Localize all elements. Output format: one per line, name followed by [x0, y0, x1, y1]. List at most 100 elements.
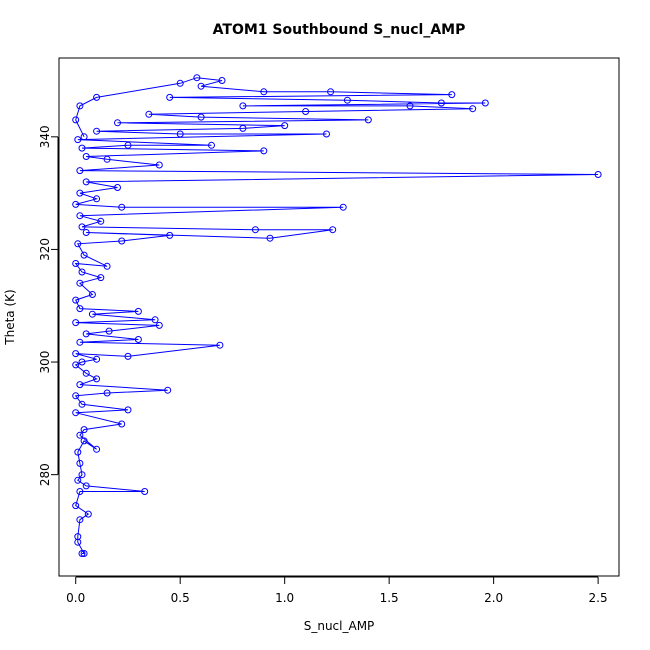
- data-point: [76, 212, 84, 220]
- data-point: [166, 231, 174, 239]
- data-point: [76, 488, 84, 495]
- data-point: [364, 116, 372, 124]
- data-point: [103, 389, 111, 397]
- x-axis-label: S_nucl_AMP: [304, 619, 375, 633]
- data-point: [134, 336, 142, 343]
- data-point: [323, 130, 330, 138]
- data-point: [78, 268, 86, 276]
- data-point: [114, 184, 121, 191]
- data-point: [155, 161, 163, 169]
- data-point: [118, 237, 126, 245]
- chart-title: ATOM1 Southbound S_nucl_AMP: [213, 22, 466, 38]
- series-line: [74, 77, 599, 554]
- data-point: [72, 409, 80, 417]
- data-point: [78, 550, 86, 557]
- data-point: [166, 93, 174, 101]
- data-point: [406, 102, 414, 110]
- data-point: [594, 171, 602, 178]
- data-point: [84, 510, 92, 518]
- data-point: [74, 136, 82, 144]
- x-axis: 0.0 0.5 1.0 1.5 2.0 2.5: [66, 576, 608, 605]
- data-point: [76, 102, 84, 110]
- x-tick-label: 1.5: [380, 591, 399, 605]
- data-point: [97, 217, 105, 225]
- data-point: [266, 234, 274, 242]
- data-point: [93, 445, 101, 453]
- data-point: [93, 375, 101, 383]
- data-point: [72, 319, 80, 327]
- data-point: [197, 82, 205, 90]
- data-point: [239, 124, 247, 132]
- data-point: [164, 386, 172, 394]
- data-point: [72, 260, 80, 267]
- data-point: [88, 291, 96, 298]
- data-point: [329, 226, 337, 234]
- data-point: [74, 240, 82, 248]
- plot-frame: [58, 57, 620, 577]
- data-point: [93, 127, 101, 135]
- data-point: [260, 88, 268, 96]
- data-point: [93, 93, 101, 101]
- data-point: [239, 102, 247, 110]
- data-point: [302, 108, 310, 115]
- data-point: [82, 330, 90, 338]
- data-point: [339, 203, 347, 211]
- data-point: [124, 352, 132, 360]
- data-point: [76, 305, 84, 313]
- data-point: [218, 77, 226, 84]
- data-point: [155, 321, 163, 329]
- y-tick-label: 320: [38, 238, 52, 261]
- data-point: [80, 251, 88, 259]
- data-point: [151, 316, 159, 324]
- data-point: [114, 119, 121, 127]
- data-point: [343, 96, 351, 104]
- data-point: [74, 476, 82, 484]
- data-point: [76, 459, 84, 467]
- data-point: [72, 350, 80, 358]
- data-point: [80, 426, 88, 434]
- data-point: [124, 141, 132, 149]
- data-point: [141, 488, 149, 495]
- data-point: [74, 533, 82, 541]
- data-point: [72, 502, 80, 510]
- data-point: [469, 105, 477, 113]
- data-point: [80, 437, 88, 445]
- data-point: [72, 200, 80, 208]
- data-point: [76, 516, 84, 524]
- data-point: [118, 203, 126, 211]
- y-axis: 280 300 320 340: [38, 125, 59, 486]
- data-point: [208, 141, 215, 149]
- data-point: [93, 355, 101, 363]
- data-point: [193, 74, 201, 82]
- data-point: [145, 110, 153, 118]
- data-point: [93, 195, 101, 203]
- data-point: [78, 471, 86, 479]
- y-tick-label: 340: [38, 125, 52, 148]
- data-point: [82, 369, 90, 377]
- data-point: [437, 99, 445, 107]
- y-axis-label: Theta (K): [3, 289, 17, 345]
- data-point: [80, 133, 88, 141]
- data-point: [88, 310, 96, 318]
- data-point: [72, 116, 80, 124]
- data-point: [82, 178, 90, 186]
- data-point: [72, 296, 80, 304]
- data-point: [76, 279, 84, 287]
- data-point: [448, 91, 456, 99]
- data-point: [76, 381, 84, 389]
- data-point: [76, 189, 84, 197]
- data-point: [197, 113, 205, 121]
- x-tick-label: 0.0: [66, 591, 85, 605]
- data-point: [176, 130, 184, 138]
- data-point: [176, 79, 184, 87]
- data-point: [76, 338, 84, 346]
- data-point: [82, 482, 90, 490]
- data-point: [82, 229, 90, 236]
- data-point: [216, 341, 224, 349]
- data-point: [78, 400, 86, 408]
- x-tick-label: 2.5: [589, 591, 608, 605]
- x-tick-label: 1.0: [275, 591, 294, 605]
- data-point: [76, 431, 84, 439]
- data-point: [281, 122, 289, 130]
